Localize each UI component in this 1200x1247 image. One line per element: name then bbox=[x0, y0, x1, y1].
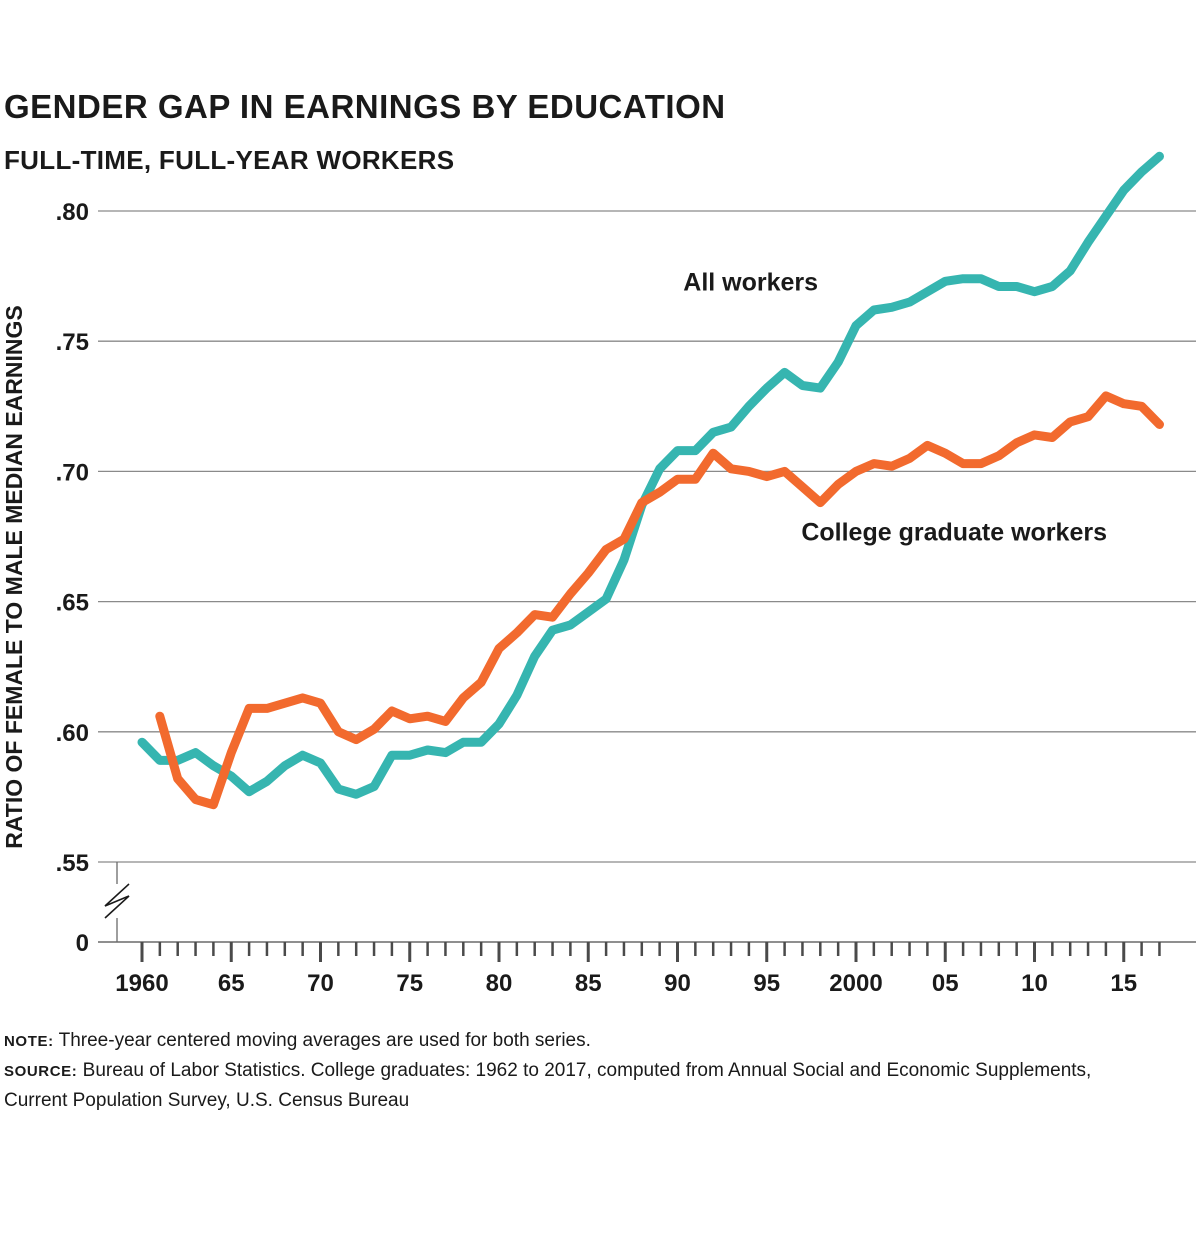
x-tick-label: 1960 bbox=[115, 970, 168, 997]
x-tick-label: 05 bbox=[932, 970, 959, 997]
series-labels: All workers College graduate workers bbox=[683, 268, 1107, 546]
x-tick-label: 75 bbox=[396, 970, 423, 997]
series-lines bbox=[137, 151, 1164, 810]
y-tick-label: .65 bbox=[56, 590, 89, 617]
y-axis-label: RATIO OF FEMALE TO MALE MEDIAN EARNINGS bbox=[1, 305, 27, 848]
grid-lines bbox=[98, 210, 1196, 863]
x-tick-label: 2000 bbox=[829, 970, 882, 997]
series-label-college-graduates: College graduate workers bbox=[801, 518, 1107, 546]
x-tick-label: 65 bbox=[218, 970, 245, 997]
x-tick-label: 85 bbox=[575, 970, 602, 997]
x-tick-label: 90 bbox=[664, 970, 691, 997]
chart-notes: NOTE: Three-year centered moving average… bbox=[4, 1026, 1104, 1115]
series-label-all-workers: All workers bbox=[683, 268, 818, 296]
source-line: SOURCE: Bureau of Labor Statistics. Coll… bbox=[4, 1056, 1104, 1115]
series-line-all-workers bbox=[137, 151, 1164, 799]
y-tick-label: .80 bbox=[56, 199, 89, 226]
x-tick-label: 10 bbox=[1021, 970, 1048, 997]
note-key: NOTE: bbox=[4, 1033, 54, 1050]
source-text: Bureau of Labor Statistics. College grad… bbox=[4, 1060, 1092, 1111]
note-text: Three-year centered moving averages are … bbox=[53, 1030, 591, 1051]
y-tick-label: .55 bbox=[56, 850, 89, 877]
x-tick-label: 95 bbox=[753, 970, 780, 997]
x-tick-labels: 1960 65 70 75 80 85 90 95 2000 05 10 15 bbox=[115, 970, 1137, 997]
y-tick-labels: .80 .75 .70 .65 .60 .55 0 bbox=[56, 199, 89, 957]
y-tick-label: .70 bbox=[56, 459, 89, 486]
series-line-college-graduates bbox=[155, 391, 1164, 810]
note-line: NOTE: Three-year centered moving average… bbox=[4, 1026, 1104, 1056]
axis-break-icon bbox=[104, 883, 130, 919]
y-tick-label: .75 bbox=[56, 329, 89, 356]
x-tick-label: 15 bbox=[1110, 970, 1137, 997]
chart-title: GENDER GAP IN EARNINGS BY EDUCATION bbox=[4, 88, 726, 125]
source-key: SOURCE: bbox=[4, 1063, 78, 1080]
chart-subtitle: FULL-TIME, FULL-YEAR WORKERS bbox=[4, 145, 455, 175]
y-tick-label: .60 bbox=[56, 720, 89, 747]
axes bbox=[98, 862, 1196, 962]
x-tick-label: 80 bbox=[486, 970, 513, 997]
y-tick-label-zero: 0 bbox=[76, 930, 89, 957]
x-tick-label: 70 bbox=[307, 970, 334, 997]
line-chart: .80 .75 .70 .65 .60 .55 0 1960 65 70 75 80 85 90 95 20… bbox=[1, 151, 1196, 997]
